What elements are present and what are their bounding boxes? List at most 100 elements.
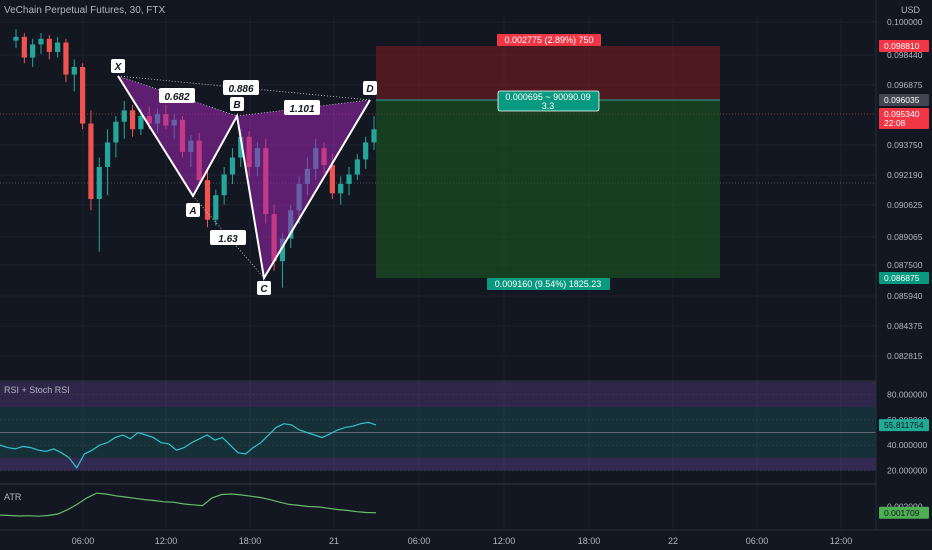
pattern-ratio-label: 1.63 [218, 234, 238, 245]
candle-body [238, 136, 244, 158]
candle-body [338, 183, 344, 194]
candle-body [229, 157, 236, 175]
price-tick-label: 0.082815 [887, 351, 923, 361]
candle-body [46, 38, 52, 52]
time-tick-label: 21 [329, 536, 339, 546]
ratio-label: 3.3 [542, 101, 555, 111]
time-tick-label: 06:00 [72, 536, 95, 546]
time-axis[interactable]: 06:00 12:00 18:00 21 06:00 12:00 18:00 22 06:00 1… [0, 529, 932, 550]
candle-body [121, 110, 127, 122]
price-tick-label: 0.089065 [887, 232, 923, 242]
pattern-ratio-label: 1.101 [289, 104, 314, 115]
price-tick-label: 0.096875 [887, 80, 923, 90]
atr-title: ATR [4, 492, 22, 502]
time-axis-bg [0, 530, 932, 550]
price-axis-bg [876, 0, 932, 530]
pattern-triangle-bcd [237, 100, 370, 278]
pattern-ratio-box [210, 230, 246, 245]
rsi-badge [879, 419, 929, 432]
atr-badge [879, 506, 929, 519]
atr-pane: ATR [0, 492, 377, 517]
time-tick-label: 06:00 [746, 536, 769, 546]
candle-body [30, 44, 36, 58]
price-badge [879, 117, 929, 129]
price-badge-label: 0.096035 [884, 95, 920, 105]
candle-body [55, 42, 61, 52]
candle-body [38, 38, 44, 45]
price-tick-label: 0.084375 [887, 321, 923, 331]
rsi-pane: RSI + Stoch RSI [0, 382, 876, 471]
position-zones: 0.002775 (2.89%) 750 0.000695 ~ 90090.093… [376, 34, 720, 290]
rsi-badge-label: 55.811754 [884, 420, 924, 430]
time-tick-label: 18:00 [578, 536, 601, 546]
candle-body [13, 36, 19, 41]
candle-body [104, 142, 111, 167]
pattern-point-box [230, 97, 244, 111]
rsi-tick-label: 20.000000 [887, 465, 927, 475]
atr-tick-label: 0.002000 [887, 502, 923, 512]
pattern-legs [117, 75, 371, 281]
price-badge [879, 272, 929, 284]
pattern-ratio-label: 0.886 [228, 84, 253, 95]
take-profit-zone [376, 100, 720, 278]
candle-body [129, 110, 136, 130]
candle-body [363, 142, 369, 160]
candle-body [279, 238, 286, 262]
candle-body [204, 180, 211, 220]
candle-body [329, 165, 335, 194]
price-tick-label: 0.092190 [887, 170, 923, 180]
rsi-tick-label: 80.000000 [887, 390, 927, 400]
stop-label: 0.002775 (2.89%) 750 [504, 35, 593, 45]
price-axis[interactable]: 0.100000 0.098440 0.096875 0.093750 0.092190… [875, 0, 932, 530]
pattern-ratio-box [284, 100, 320, 115]
chart-title: VeChain Perpetual Futures, 30, FTX [4, 5, 166, 16]
candle-body [96, 166, 102, 199]
pattern-point-label: A [188, 206, 196, 217]
candle-body [213, 195, 219, 220]
stop-label-box [497, 34, 601, 46]
currency-label: USD [901, 5, 921, 15]
pattern-ratio-box [223, 80, 259, 95]
price-badge [879, 40, 929, 52]
candle-body [21, 36, 27, 58]
candle-body [221, 174, 227, 196]
candle-body [354, 159, 360, 175]
atr-badge-label: 0.001709 [884, 508, 920, 518]
pattern-ratio-label: 0.682 [164, 92, 189, 103]
entry-label-box [497, 90, 600, 112]
price-tick-label: 0.093750 [887, 140, 923, 150]
price-tick-label: 0.085940 [887, 291, 923, 301]
time-tick-label: 06:00 [408, 536, 431, 546]
candle-body [346, 174, 352, 184]
harmonic-pattern: X A B C D 0.682 0.886 1.101 1.63 [111, 59, 377, 295]
time-tick-label: 12:00 [155, 536, 178, 546]
pattern-point-box [363, 81, 377, 95]
rsi-line [0, 421, 377, 469]
pattern-point-label: B [233, 100, 240, 111]
pattern-ratio-box [159, 88, 195, 103]
time-tick-label: 12:00 [493, 536, 516, 546]
rsi-tick-label: 40.000000 [887, 440, 927, 450]
price-badge-label: 22:08 [884, 118, 906, 128]
pattern-point-box [186, 203, 200, 217]
price-tick-label: 0.100000 [887, 17, 923, 27]
candle-body [138, 116, 144, 130]
pattern-point-box [111, 59, 125, 73]
price-badge-label: 0.086875 [884, 273, 920, 283]
candle-body [88, 123, 94, 199]
rsi-title: RSI + Stoch RSI [4, 385, 70, 395]
target-label: 0.009160 (9.54%) 1825.23 [495, 279, 602, 289]
pattern-point-label: D [366, 84, 373, 95]
entry-label: 0.000695 ~ 90090.09 [505, 92, 590, 102]
price-badge-label: 0.098810 [884, 41, 920, 51]
atr-line [0, 492, 377, 517]
pattern-point-box [257, 281, 271, 295]
price-tick-label: 0.087500 [887, 260, 923, 270]
pattern-point-label: X [114, 62, 123, 73]
stoch-upper-band [0, 382, 876, 408]
time-tick-label: 12:00 [830, 536, 853, 546]
time-tick-label: 22 [668, 536, 678, 546]
candle-body [113, 121, 119, 143]
